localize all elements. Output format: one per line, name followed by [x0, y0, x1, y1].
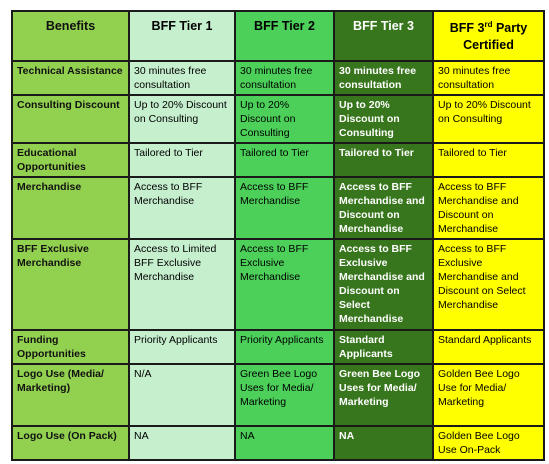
- table-row: Technical Assistance 30 minutes free con…: [11, 60, 545, 96]
- header-tier-1: BFF Tier 1: [128, 10, 236, 62]
- cell-third-party: Up to 20% Discount on Consulting: [432, 94, 545, 144]
- cell-tier-3: Up to 20% Discount on Consulting: [333, 94, 434, 144]
- cell-tier-3: Access to BFF Exclusive Merchandise and …: [333, 238, 434, 331]
- cell-tier-1: Up to 20% Discount on Consulting: [128, 94, 236, 144]
- table-row: Logo Use (Media/ Marketing) N/A Green Be…: [11, 363, 545, 427]
- table-row: Consulting Discount Up to 20% Discount o…: [11, 94, 545, 144]
- cell-third-party: Tailored to Tier: [432, 142, 545, 178]
- cell-tier-3: Green Bee Logo Uses for Media/ Marketing: [333, 363, 434, 427]
- cell-tier-3: Access to BFF Merchandise and Discount o…: [333, 176, 434, 240]
- cell-third-party: Access to BFF Merchandise and Discount o…: [432, 176, 545, 240]
- cell-tier-1: Tailored to Tier: [128, 142, 236, 178]
- table-row: Funding Opportunities Priority Applicant…: [11, 329, 545, 365]
- cell-tier-1: 30 minutes free consultation: [128, 60, 236, 96]
- cell-tier-2: 30 minutes free consultation: [234, 60, 335, 96]
- cell-tier-2: NA: [234, 425, 335, 461]
- row-label: Educational Opportunities: [11, 142, 130, 178]
- cell-third-party: Golden Bee Logo Use for Media/ Marketing: [432, 363, 545, 427]
- header-third-party-sup: rd: [484, 19, 493, 29]
- row-label: BFF Exclusive Merchandise: [11, 238, 130, 331]
- header-benefits: Benefits: [11, 10, 130, 62]
- cell-tier-1: NA: [128, 425, 236, 461]
- row-label: Funding Opportunities: [11, 329, 130, 365]
- header-tier-2: BFF Tier 2: [234, 10, 335, 62]
- table-row: Logo Use (On Pack) NA NA NA Golden Bee L…: [11, 425, 545, 461]
- cell-tier-1: Access to BFF Merchandise: [128, 176, 236, 240]
- cell-tier-2: Priority Applicants: [234, 329, 335, 365]
- cell-tier-3: Tailored to Tier: [333, 142, 434, 178]
- cell-tier-1: Priority Applicants: [128, 329, 236, 365]
- row-label: Technical Assistance: [11, 60, 130, 96]
- cell-tier-1: N/A: [128, 363, 236, 427]
- cell-third-party: Golden Bee Logo Use On-Pack: [432, 425, 545, 461]
- cell-tier-2: Up to 20% Discount on Consulting: [234, 94, 335, 144]
- row-label: Consulting Discount: [11, 94, 130, 144]
- cell-tier-3: NA: [333, 425, 434, 461]
- cell-tier-3: Standard Applicants: [333, 329, 434, 365]
- row-label: Logo Use (Media/ Marketing): [11, 363, 130, 427]
- header-third-party-prefix: BFF 3: [449, 21, 485, 35]
- cell-third-party: Standard Applicants: [432, 329, 545, 365]
- table-row: BFF Exclusive Merchandise Access to Limi…: [11, 238, 545, 331]
- benefits-table: Benefits BFF Tier 1 BFF Tier 2 BFF Tier …: [11, 10, 545, 461]
- cell-tier-2: Green Bee Logo Uses for Media/ Marketing: [234, 363, 335, 427]
- header-tier-3: BFF Tier 3: [333, 10, 434, 62]
- cell-third-party: 30 minutes free consultation: [432, 60, 545, 96]
- cell-third-party: Access to BFF Exclusive Merchandise and …: [432, 238, 545, 331]
- benefits-table-container: Benefits BFF Tier 1 BFF Tier 2 BFF Tier …: [11, 10, 545, 461]
- header-third-party: BFF 3rd Party Certified: [432, 10, 545, 62]
- row-label: Merchandise: [11, 176, 130, 240]
- table-row: Educational Opportunities Tailored to Ti…: [11, 142, 545, 178]
- table-row: Merchandise Access to BFF Merchandise Ac…: [11, 176, 545, 240]
- cell-tier-2: Access to BFF Exclusive Merchandise: [234, 238, 335, 331]
- cell-tier-3: 30 minutes free consultation: [333, 60, 434, 96]
- cell-tier-2: Access to BFF Merchandise: [234, 176, 335, 240]
- header-row: Benefits BFF Tier 1 BFF Tier 2 BFF Tier …: [11, 10, 545, 62]
- cell-tier-2: Tailored to Tier: [234, 142, 335, 178]
- row-label: Logo Use (On Pack): [11, 425, 130, 461]
- cell-tier-1: Access to Limited BFF Exclusive Merchand…: [128, 238, 236, 331]
- header-third-party-suffix: Party Certified: [463, 21, 528, 52]
